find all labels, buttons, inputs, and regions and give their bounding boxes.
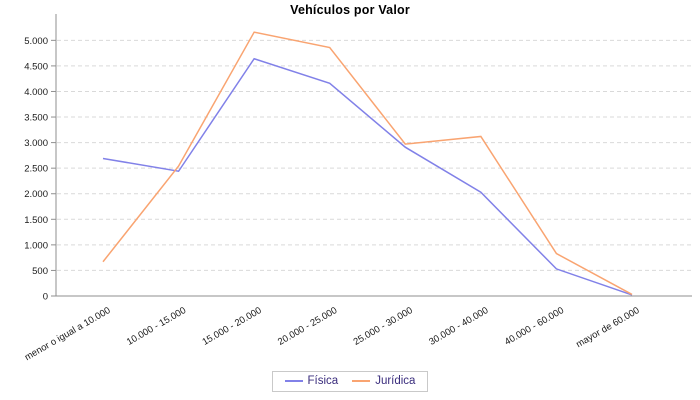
x-category-label: 15.000 - 20.000: [200, 305, 263, 348]
x-category-label: 25.000 - 30.000: [352, 305, 415, 348]
x-category-label: mayor de 60.000: [574, 305, 641, 350]
x-category-label: 20.000 - 25.000: [276, 305, 339, 348]
y-tick-label: 4.500: [24, 61, 48, 72]
y-tick-label: 4.000: [24, 87, 48, 98]
x-category-label: 30.000 - 40.000: [427, 305, 490, 348]
series-line-fisica: [102, 57, 633, 296]
y-tick-label: 5.000: [24, 36, 48, 47]
legend-label: Física: [307, 375, 339, 387]
legend-box: Física Jurídica: [271, 371, 429, 392]
legend-item: Jurídica: [352, 375, 415, 387]
legend-line-swatch: [352, 380, 371, 382]
y-tick-label: 2.000: [24, 189, 48, 200]
legend-label: Jurídica: [375, 375, 416, 387]
x-category-label: 10.000 - 15.000: [125, 305, 188, 348]
y-tick-label: 3.500: [24, 113, 48, 124]
y-tick-label: 2.500: [24, 164, 48, 175]
series-line-juridica: [102, 31, 633, 296]
y-tick-label: 500: [32, 266, 48, 277]
x-category-label: menor o igual a 10.000: [23, 305, 113, 363]
legend-line-swatch: [284, 380, 303, 382]
legend: Física Jurídica: [0, 371, 700, 392]
x-category-label: 40.000 - 60.000: [503, 305, 566, 348]
y-tick-label: 3.000: [24, 138, 48, 149]
legend-item: Física: [284, 375, 339, 387]
y-tick-label: 1.000: [24, 240, 48, 251]
y-tick-label: 0: [43, 292, 48, 303]
chart-title: Vehículos por Valor: [290, 3, 410, 17]
y-tick-label: 1.500: [24, 215, 48, 226]
plot-area: 0 500 1.000 1.500 2.000 2.500 3.000 3.500 4.000 4…: [23, 14, 692, 363]
